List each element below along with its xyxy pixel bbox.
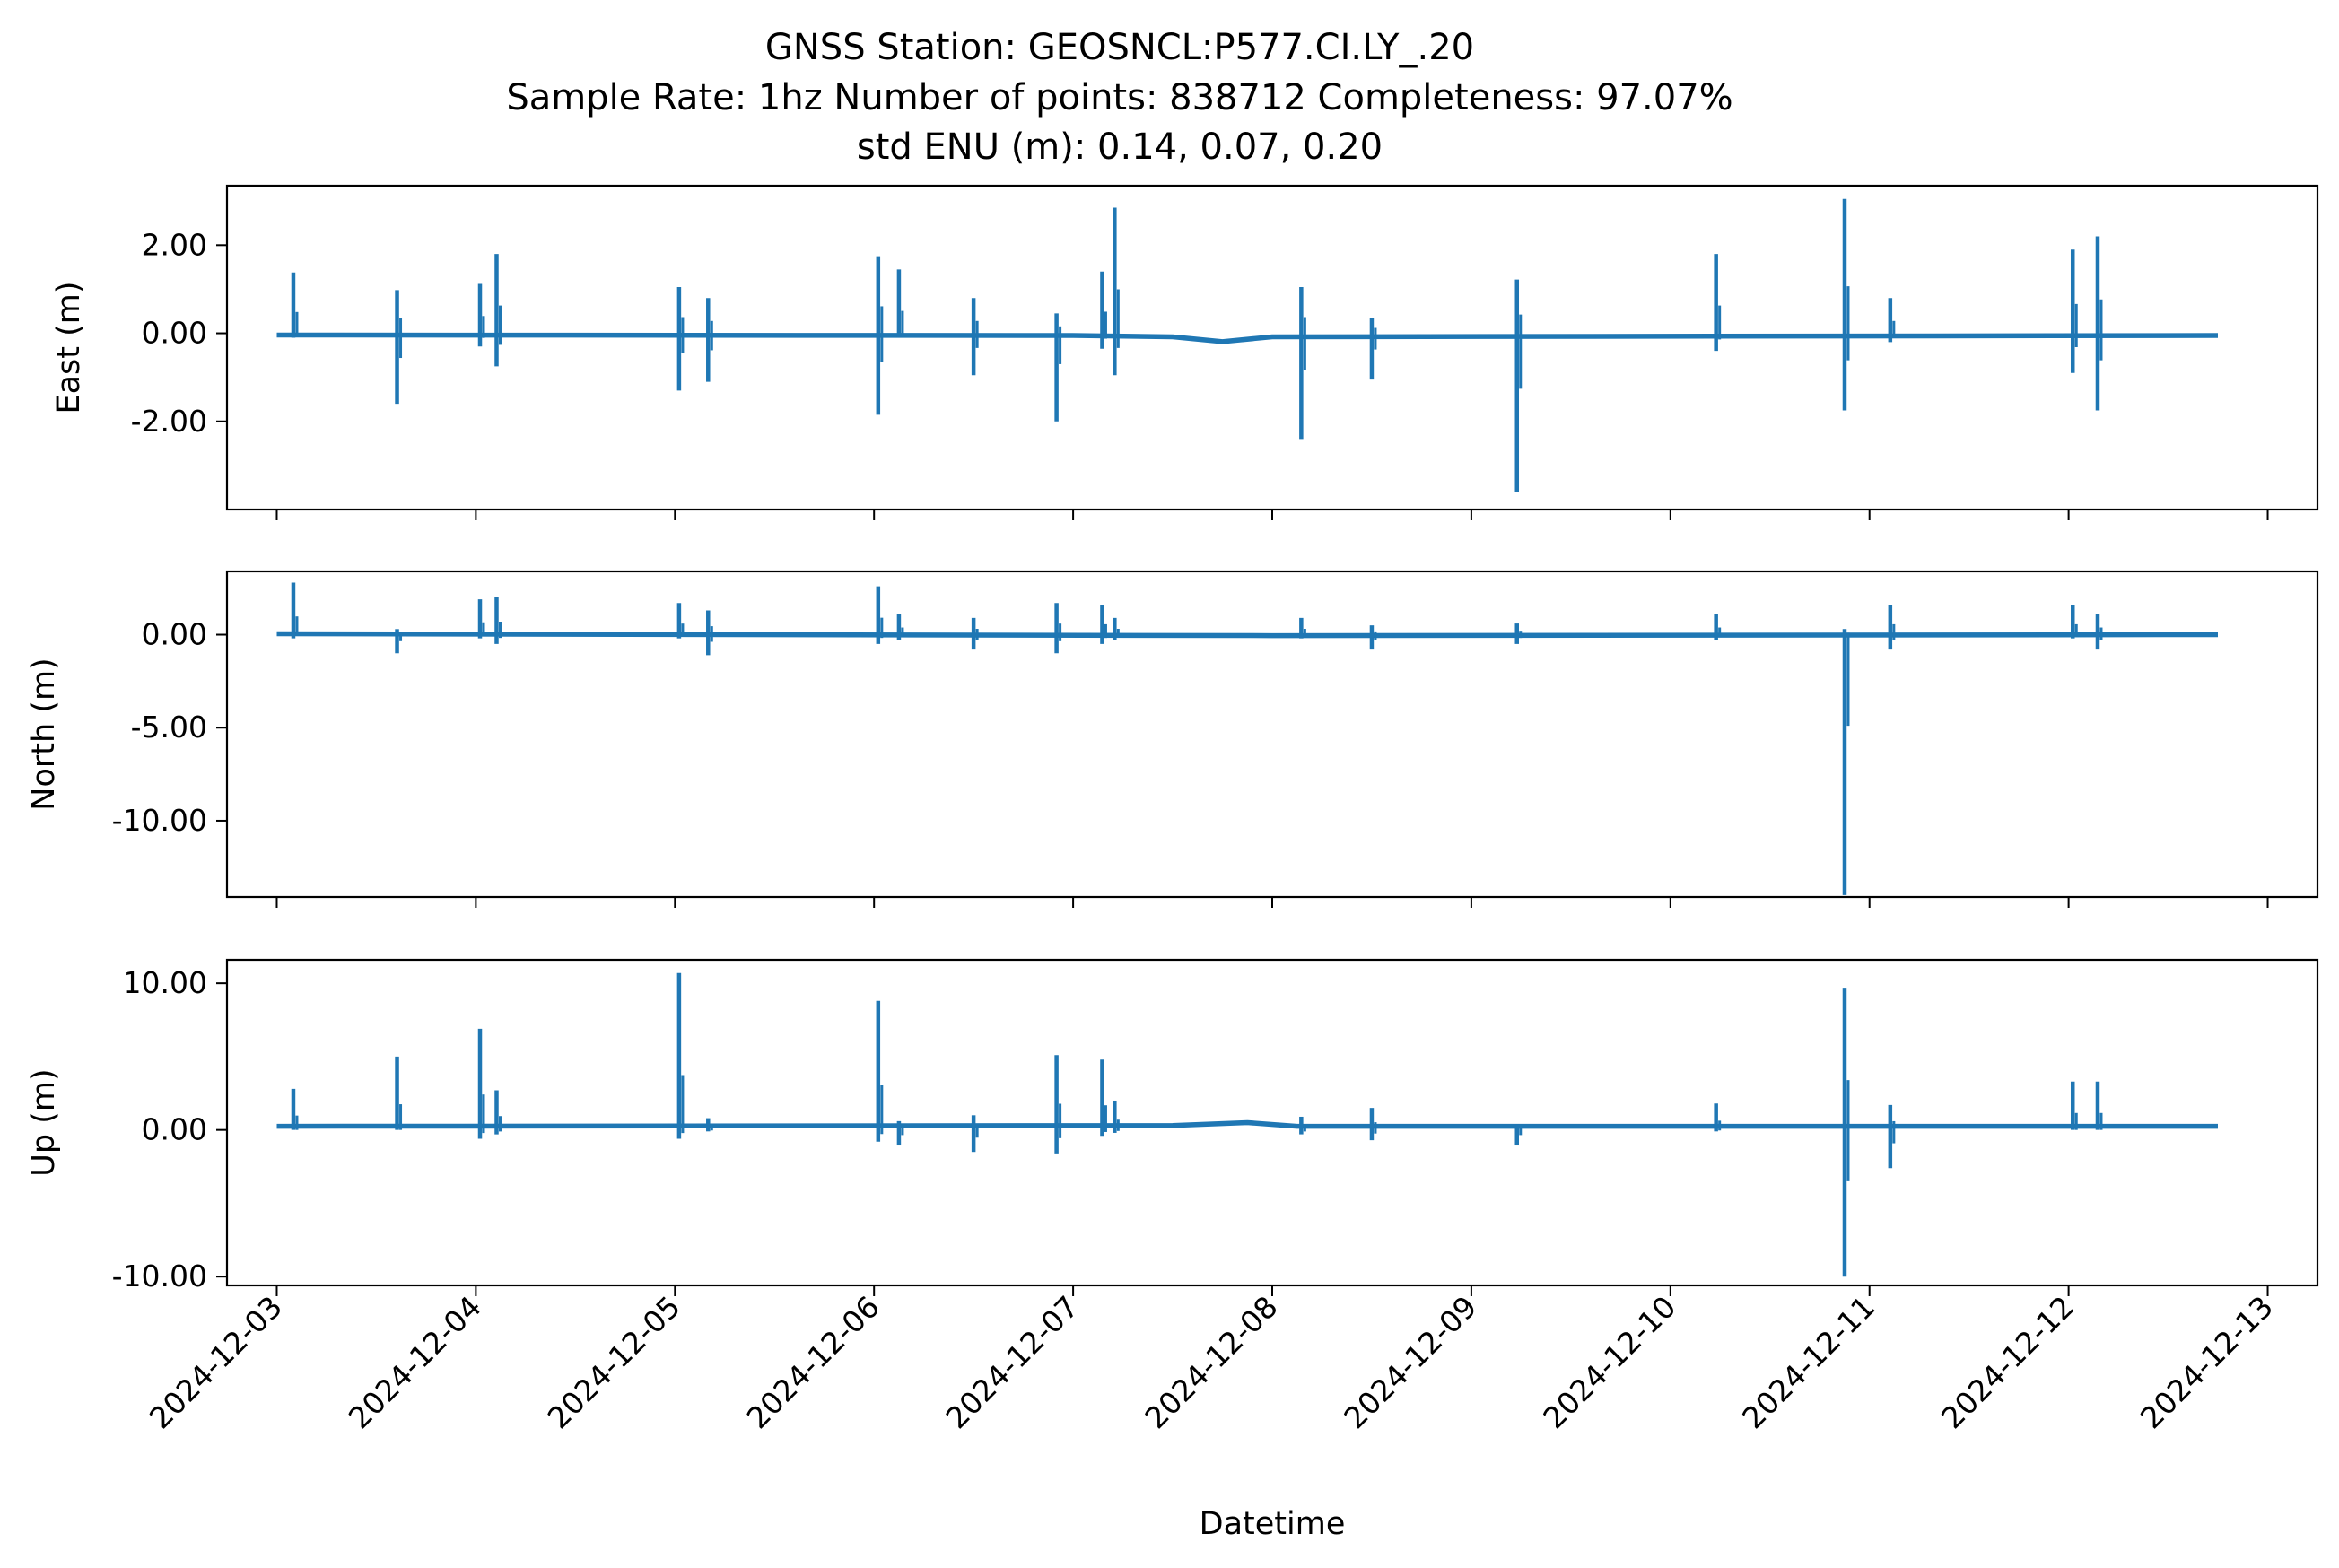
north-y-axis-label: North (m) — [26, 658, 62, 810]
xtick-label: 2024-12-07 — [939, 1289, 1086, 1435]
north-series-baseline — [276, 631, 2219, 639]
east-axes-frame — [225, 184, 2319, 511]
xtick-label: 2024-12-08 — [1138, 1289, 1284, 1435]
panel-up: 10.00 0.00 -10.00 Up (m) — [26, 958, 2319, 1296]
up-ytick-label: -10.00 — [112, 1259, 207, 1294]
panels-group: 2.00 0.00 -2.00 East (m) 0.00 -5.00 -10.00 Nort… — [26, 184, 2319, 1296]
x-axis-label: Datetime — [1200, 1506, 1346, 1542]
xtick-label: 2024-12-12 — [1934, 1289, 2081, 1435]
panel-east: 2.00 0.00 -2.00 East (m) — [51, 184, 2319, 520]
xtick-label: 2024-12-05 — [541, 1289, 687, 1435]
xtick-label: 2024-12-09 — [1337, 1289, 1483, 1435]
east-ytick-label: -2.00 — [131, 404, 207, 439]
east-ytick-label: 0.00 — [142, 316, 207, 351]
xtick-label: 2024-12-04 — [342, 1289, 488, 1435]
panel-north: 0.00 -5.00 -10.00 North (m) — [26, 570, 2319, 908]
chart-title-line-3: std ENU (m): 0.14, 0.07, 0.20 — [857, 126, 1383, 168]
north-axes-frame — [225, 570, 2319, 899]
north-ytick-label: -5.00 — [131, 710, 207, 745]
up-ytick-label: 0.00 — [142, 1112, 207, 1147]
north-ytick-label: -10.00 — [112, 803, 207, 838]
up-y-axis-label: Up (m) — [26, 1068, 62, 1176]
north-ytick-label: 0.00 — [142, 617, 207, 652]
east-series-baseline — [276, 332, 2219, 344]
xtick-label: 2024-12-03 — [143, 1289, 289, 1435]
xtick-label: 2024-12-10 — [1536, 1289, 1682, 1435]
x-axis: 2024-12-03 2024-12-04 2024-12-05 2024-12-06… — [143, 1289, 2280, 1435]
chart-title-line-2: Sample Rate: 1hz Number of points: 83871… — [506, 77, 1732, 118]
xtick-label: 2024-12-13 — [2134, 1289, 2280, 1435]
up-ytick-label: 10.00 — [123, 965, 207, 1000]
east-y-axis-label: East (m) — [51, 281, 87, 414]
chart-title-line-1: GNSS Station: GEOSNCL:P577.CI.LY_.20 — [765, 27, 1474, 68]
up-series-baseline — [276, 1119, 2218, 1129]
xtick-label: 2024-12-06 — [740, 1289, 886, 1435]
xtick-label: 2024-12-11 — [1735, 1289, 1881, 1435]
east-ytick-label: 2.00 — [142, 227, 207, 262]
